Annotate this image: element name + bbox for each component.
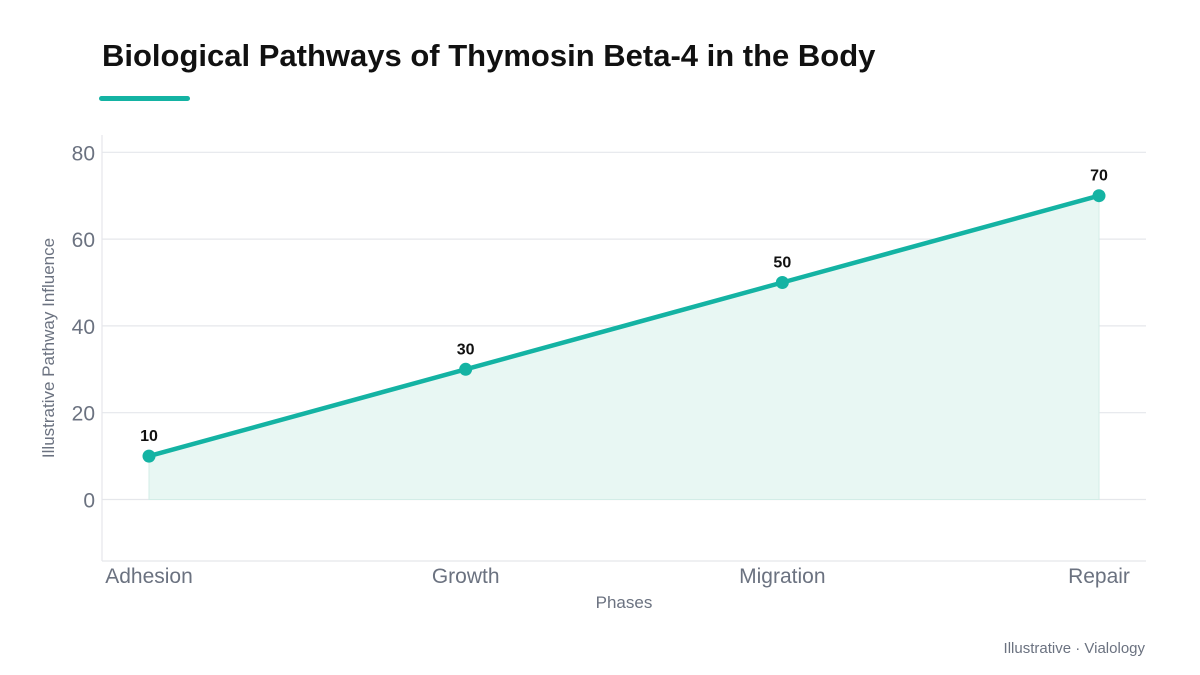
x-tick-label: Migration [739, 565, 825, 588]
x-axis-title: Phases [596, 593, 653, 612]
y-tick-label: 40 [72, 316, 95, 339]
axes: 0 20 40 60 80 Adhesion Growth Migration Repair [72, 135, 1146, 588]
labels: 10 30 50 70 [140, 168, 1108, 445]
data-label: 50 [773, 255, 791, 272]
data-label: 30 [457, 341, 475, 358]
y-tick-label: 80 [72, 142, 95, 165]
x-tick-label: Repair [1068, 565, 1130, 588]
y-tick-label: 20 [72, 403, 95, 426]
x-tick-label: Adhesion [105, 565, 193, 588]
data-point [1092, 189, 1106, 203]
data-point [142, 449, 156, 463]
data-point [459, 362, 473, 376]
data-label: 10 [140, 428, 158, 445]
chart-title: Biological Pathways of Thymosin Beta-4 i… [102, 38, 876, 73]
series [142, 189, 1106, 500]
y-tick-label: 0 [83, 490, 95, 513]
title-accent-bar [99, 96, 190, 101]
y-tick-label: 60 [72, 229, 95, 252]
footer-credit: Illustrative · Vialology [1003, 640, 1145, 657]
y-axis-title: Illustrative Pathway Influence [39, 238, 58, 458]
x-tick-label: Growth [432, 565, 500, 588]
data-label: 70 [1090, 168, 1108, 185]
series-area-fill [148, 195, 1100, 500]
data-point [775, 276, 789, 289]
series-line [146, 193, 1102, 459]
